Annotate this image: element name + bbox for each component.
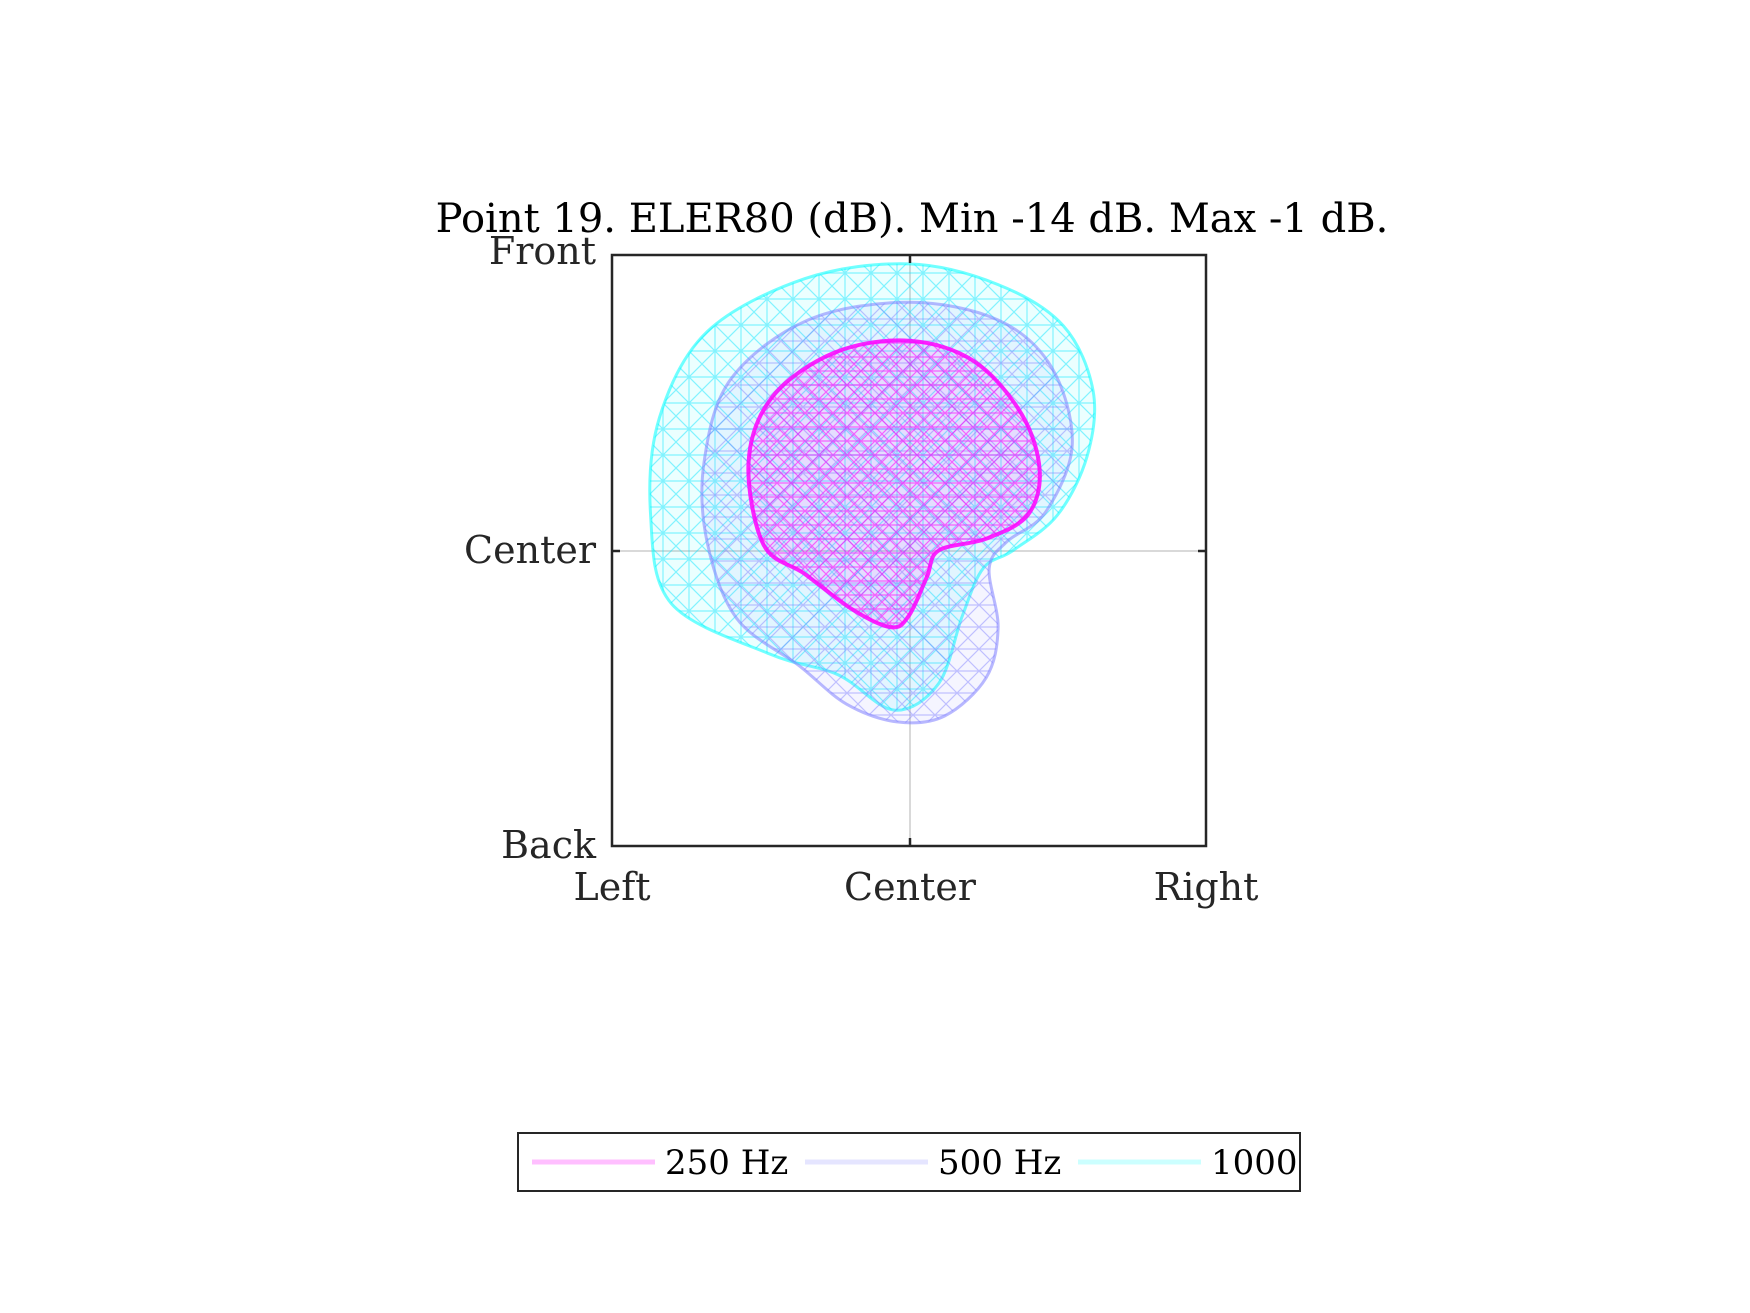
chart-title: Point 19. ELER80 (dB). Min -14 dB. Max -… bbox=[436, 196, 1389, 242]
x-tick-label-left: Left bbox=[573, 865, 650, 909]
x-tick-labels: Left Center Right bbox=[573, 865, 1258, 909]
y-tick-labels: Back Center Front bbox=[464, 229, 597, 867]
series-layer bbox=[648, 262, 1097, 725]
legend-label-1000: 1000 bbox=[1211, 1143, 1298, 1183]
legend: 250 Hz 500 Hz 1000 bbox=[517, 1132, 1301, 1192]
legend-box bbox=[517, 1132, 1301, 1192]
x-tick-label-center: Center bbox=[844, 865, 977, 909]
series-outline-250-hz bbox=[746, 338, 1042, 630]
series-outline-500-hz bbox=[700, 300, 1074, 725]
y-tick-label-back: Back bbox=[501, 823, 597, 867]
y-tick-label-front: Front bbox=[489, 229, 596, 273]
y-tick-label-center: Center bbox=[464, 528, 597, 572]
x-tick-label-right: Right bbox=[1154, 865, 1259, 909]
series-250-hz bbox=[746, 338, 1042, 630]
series-mesh-250-hz bbox=[748, 340, 1040, 628]
legend-label-250-hz: 250 Hz bbox=[665, 1143, 788, 1183]
tick-marks bbox=[612, 255, 1206, 846]
legend-label-500-hz: 500 Hz bbox=[938, 1143, 1061, 1183]
